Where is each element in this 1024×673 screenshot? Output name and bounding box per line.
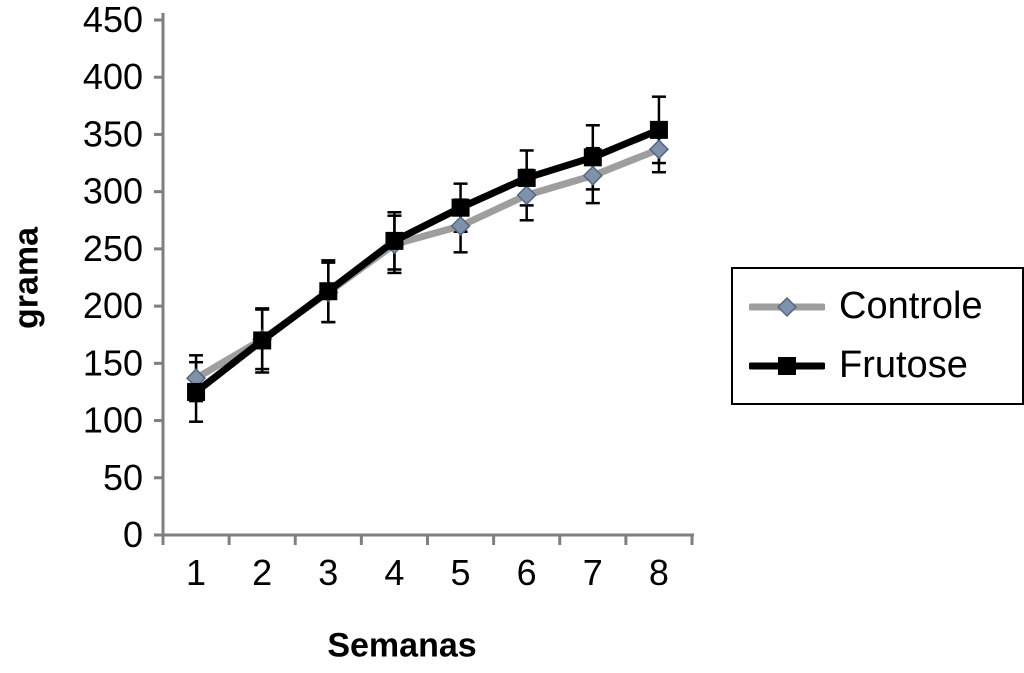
x-tick-label: 1	[186, 552, 206, 593]
y-tick-label: 150	[83, 342, 143, 383]
y-tick-label: 100	[83, 400, 143, 441]
x-tick-label: 8	[649, 552, 669, 593]
y-tick-label: 450	[83, 0, 143, 40]
series-markers-controle	[186, 139, 669, 389]
axes	[154, 13, 694, 545]
x-tick-label: 2	[252, 552, 272, 593]
y-tick-label: 200	[83, 285, 143, 326]
legend-item-controle: Controle	[749, 285, 1022, 328]
x-tick-label: 4	[384, 552, 404, 593]
legend-label-controle: Controle	[839, 285, 983, 327]
y-tick-label: 250	[83, 228, 143, 269]
frutose-line-marker-icon	[749, 356, 825, 375]
y-tick-label: 300	[83, 171, 143, 212]
y-tick-label: 400	[83, 56, 143, 97]
legend-label-frutose: Frutose	[839, 344, 968, 386]
y-tick-labels: 0 50 100 150 200 250 300 350 400 450	[83, 0, 143, 555]
error-bars-frutose	[189, 95, 666, 423]
series-line-frutose	[192, 126, 663, 396]
x-tick-label: 7	[583, 552, 603, 593]
x-axis-title: Semanas	[327, 626, 477, 665]
y-tick-label: 0	[123, 514, 143, 555]
y-axis-title: grama	[7, 226, 46, 330]
y-tick-label: 50	[103, 457, 143, 498]
x-tick-labels: 1 2 3 4 5 6 7 8	[186, 552, 669, 593]
legend: Controle Frutose	[731, 267, 1024, 405]
x-tick-label: 6	[517, 552, 537, 593]
x-tick-label: 5	[451, 552, 471, 593]
x-tick-label: 3	[318, 552, 338, 593]
y-tick-label: 350	[83, 113, 143, 154]
controle-line-marker-icon	[749, 296, 825, 317]
series-markers-frutose	[187, 120, 668, 401]
legend-item-frutose: Frutose	[749, 344, 1022, 387]
